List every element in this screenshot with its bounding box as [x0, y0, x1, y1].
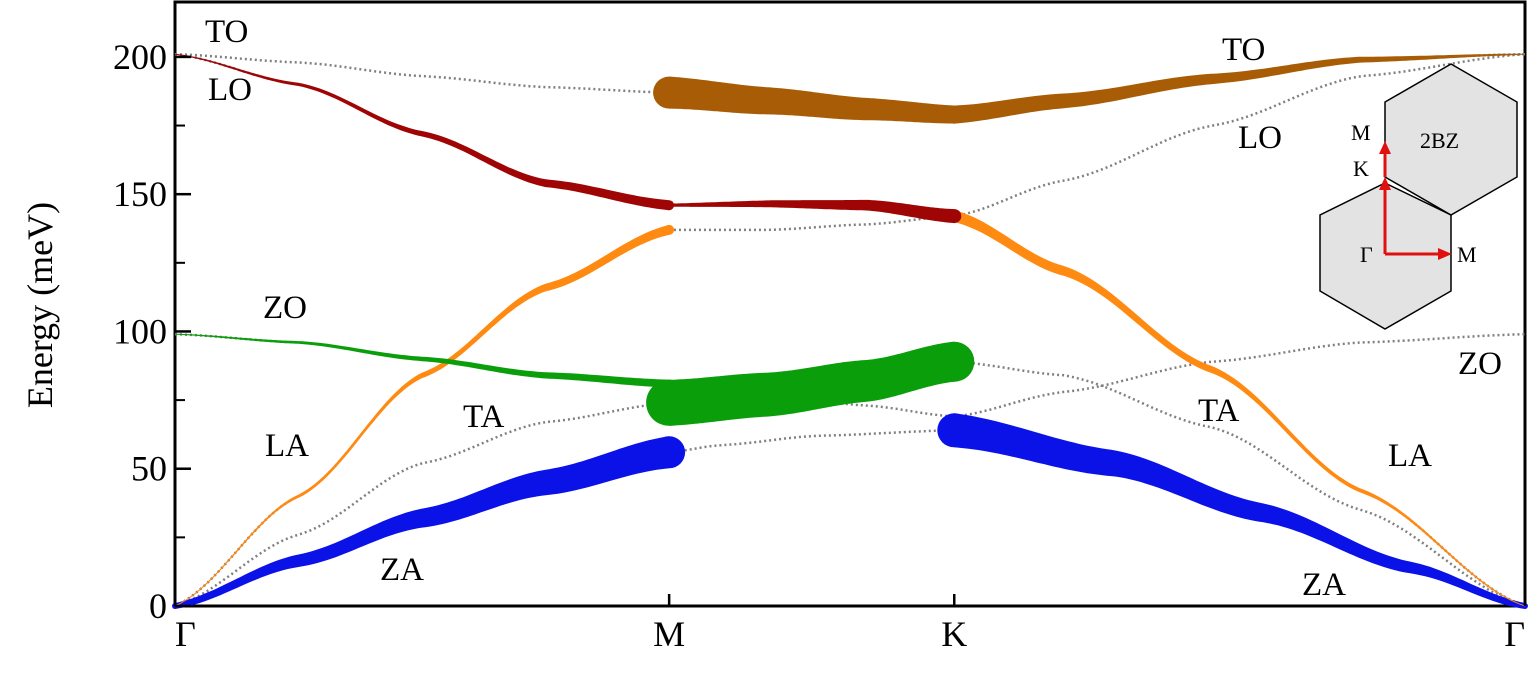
weighted-segment-to-9	[945, 53, 1525, 124]
weighted-band-cap	[665, 379, 674, 388]
x-tick-label: Γ	[175, 614, 196, 654]
weighted-band-cap	[937, 413, 972, 448]
annotation-zo-right: ZO	[1458, 346, 1502, 382]
annotation-ta-left: TA	[463, 399, 505, 435]
annotation-ta-right: TA	[1198, 393, 1240, 429]
k-m-arrow	[1379, 141, 1391, 177]
annotation-lo-right: LO	[1238, 120, 1282, 156]
weighted-band-cap	[947, 209, 962, 224]
inset-label-2bz: 2BZ	[1420, 128, 1459, 153]
weighted-segment-to-8	[653, 76, 964, 124]
annotation-to-left: TO	[205, 14, 248, 50]
series-layer	[172, 52, 1528, 609]
y-tick-label: 200	[113, 37, 167, 77]
brillouin-zone-inset: M K 2BZ Γ M	[1319, 63, 1518, 330]
x-tick-label: K	[941, 614, 967, 654]
weighted-band-cap	[667, 203, 671, 207]
weighted-segment-zo-5	[175, 333, 674, 388]
annotation-la-left: LA	[265, 428, 309, 464]
band-line-ta	[174, 360, 1526, 608]
inset-label-m-right: M	[1457, 242, 1477, 267]
y-tick-label: 0	[149, 586, 167, 626]
weighted-segment-la-2	[175, 224, 675, 607]
inset-label-m-top: M	[1351, 120, 1371, 145]
y-tick-label: 150	[113, 174, 167, 214]
band-line-la	[174, 215, 1526, 608]
annotation-zo-left: ZO	[263, 290, 307, 326]
annotation-za-left: ZA	[380, 552, 424, 588]
x-tick-label: Γ	[1504, 614, 1525, 654]
band-line-lo	[174, 52, 1526, 218]
weighted-band-cap	[945, 105, 964, 124]
weighted-band-body	[175, 333, 670, 388]
weighted-band-body	[954, 210, 1525, 607]
weighted-band-body	[175, 224, 670, 607]
gamma-m-arrow	[1385, 248, 1452, 260]
weighted-segment-za-1	[937, 413, 1528, 609]
weighted-band-cap	[646, 379, 693, 426]
weighted-band-body	[175, 53, 670, 211]
inset-label-gamma: Γ	[1360, 242, 1373, 267]
weighted-band-body	[669, 199, 955, 224]
weighted-segment-ta-4	[646, 341, 975, 426]
inset-label-k: K	[1353, 156, 1369, 181]
y-tick-label: 100	[113, 311, 167, 351]
gamma-k-arrow	[1379, 177, 1391, 254]
annotation-la-right: LA	[1388, 438, 1432, 474]
weighted-segment-za-0	[172, 436, 686, 609]
weighted-band-body	[669, 341, 955, 426]
second-bz-hexagon	[1384, 63, 1518, 216]
annotation-za-right: ZA	[1302, 567, 1346, 603]
annotation-lo-left: LO	[208, 72, 252, 108]
weighted-band-body	[669, 76, 955, 124]
plot-frame	[173, 0, 1527, 608]
weighted-band-body	[175, 436, 670, 609]
weighted-band-cap	[664, 224, 675, 235]
weighted-band-body	[954, 413, 1525, 609]
weighted-segment-lo-7	[667, 199, 962, 224]
y-axis-label: Energy (meV)	[20, 202, 60, 408]
x-tick-label: M	[653, 614, 685, 654]
annotation-to-right: TO	[1222, 32, 1265, 68]
weighted-band-cap	[653, 436, 686, 469]
band-annotations: TO LO ZO LA TA ZA TO LO ZO TA LA ZA	[205, 14, 1502, 603]
weighted-band-cap	[934, 341, 975, 382]
y-tick-label: 50	[131, 449, 167, 489]
weighted-band-cap	[653, 76, 686, 109]
